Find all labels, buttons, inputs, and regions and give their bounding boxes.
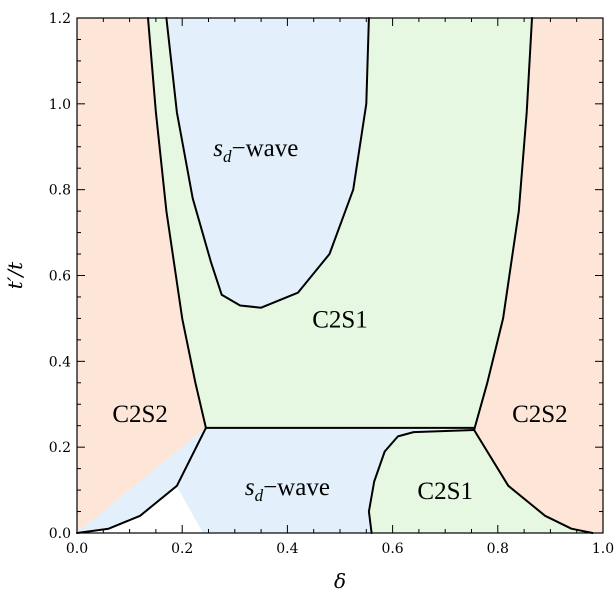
boundary-right-outer [473, 17, 594, 534]
region-label-4: sd−wave [213, 135, 298, 166]
x-tick-label: 0.8 [487, 541, 509, 557]
boundary-left-outer [76, 17, 207, 534]
y-tick-label: 1.0 [49, 97, 71, 113]
region-label-0: C2S2 [112, 401, 168, 428]
phase-boundaries [76, 17, 594, 534]
y-tick-label: 0.2 [49, 440, 71, 456]
axes: 0.0 0.2 0.4 0.6 0.8 1.0 0.0 0.2 0.4 0.6 0.8 1.0 1.2 [49, 11, 614, 557]
x-axis-label: δ [334, 569, 346, 593]
y-tick-label: 0.8 [49, 183, 71, 199]
y-tick-label: 0.0 [49, 526, 71, 542]
y-axis-label: t′/t [3, 261, 27, 289]
y-tick-label: 0.6 [49, 269, 71, 285]
region-label-1: C2S2 [512, 401, 568, 428]
x-tick-label: 1.0 [592, 541, 614, 557]
region-labels: C2S2 C2S2 C2S1 C2S1 sd−wave sd−wave [112, 135, 567, 505]
phase-regions [75, 17, 604, 534]
y-tick-label: 0.4 [49, 354, 71, 370]
region-label-5: sd−wave [245, 474, 330, 505]
x-tick-label: 0.6 [381, 541, 403, 557]
region-label-2: C2S1 [312, 306, 368, 333]
boundary-upper-dome [165, 17, 370, 309]
y-tick-label: 1.2 [49, 11, 71, 27]
x-tick-label: 0.2 [171, 541, 193, 557]
x-tick-label: 0.4 [276, 541, 298, 557]
boundary-lower-c2s1 [367, 429, 476, 534]
x-tick-label: 0.0 [66, 541, 88, 557]
region-label-3: C2S1 [417, 478, 473, 505]
